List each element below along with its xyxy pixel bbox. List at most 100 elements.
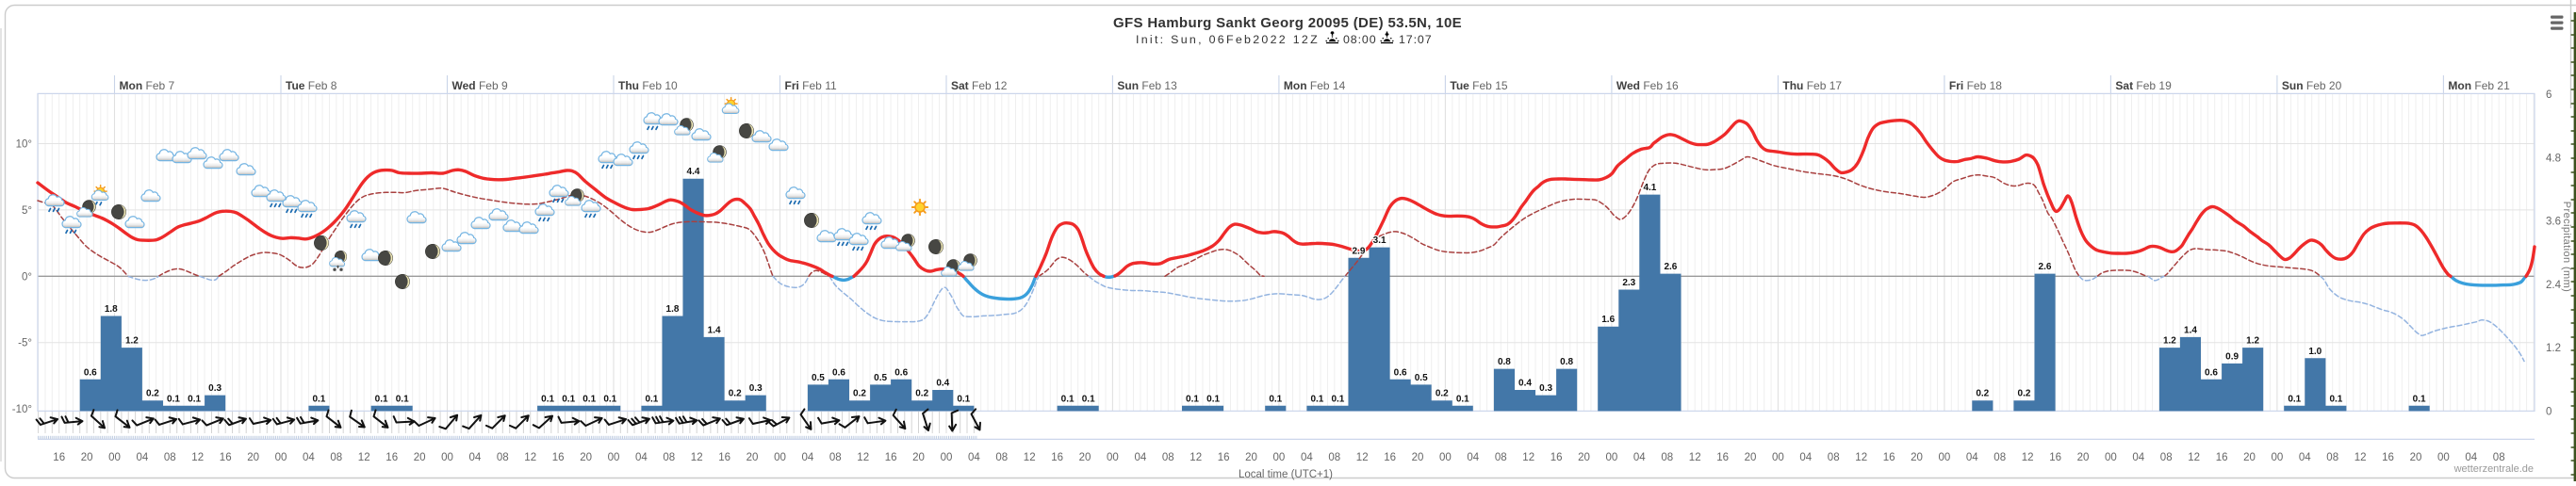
svg-text:12: 12 bbox=[2022, 452, 2034, 463]
svg-text:00: 00 bbox=[1439, 452, 1452, 463]
svg-text:08: 08 bbox=[1828, 452, 1840, 463]
svg-text:00: 00 bbox=[941, 452, 953, 463]
svg-text:20: 20 bbox=[1245, 452, 1257, 463]
svg-text:0.1: 0.1 bbox=[188, 394, 201, 404]
svg-text:08: 08 bbox=[2160, 452, 2173, 463]
svg-text:12: 12 bbox=[857, 452, 869, 463]
svg-text:0.6: 0.6 bbox=[2205, 367, 2218, 378]
svg-text:0.1: 0.1 bbox=[1310, 394, 1323, 404]
svg-text:08: 08 bbox=[497, 452, 509, 463]
svg-text:16: 16 bbox=[2049, 452, 2061, 463]
svg-text:00: 00 bbox=[1606, 452, 1618, 463]
svg-text:0.1: 0.1 bbox=[2329, 394, 2342, 404]
svg-text:20: 20 bbox=[414, 452, 426, 463]
svg-text:4.4: 4.4 bbox=[687, 167, 700, 177]
svg-text:12: 12 bbox=[524, 452, 536, 463]
svg-text:wetterzentrale.de: wetterzentrale.de bbox=[2453, 463, 2534, 475]
svg-text:12: 12 bbox=[691, 452, 703, 463]
svg-text:0.1: 0.1 bbox=[541, 394, 554, 404]
svg-text:20: 20 bbox=[81, 452, 93, 463]
svg-text:1.6: 1.6 bbox=[1601, 315, 1615, 325]
svg-text:16: 16 bbox=[53, 452, 65, 463]
svg-text:16: 16 bbox=[220, 452, 232, 463]
svg-text:0.1: 0.1 bbox=[645, 394, 658, 404]
svg-text:00: 00 bbox=[275, 452, 287, 463]
svg-text:Sun Feb 13: Sun Feb 13 bbox=[1117, 79, 1177, 92]
svg-text:Fri Feb 18: Fri Feb 18 bbox=[1949, 79, 2002, 92]
svg-text:GFS Hamburg Sankt Georg 20095: GFS Hamburg Sankt Georg 20095 (DE) 53.5N… bbox=[1113, 15, 1462, 31]
svg-text:08: 08 bbox=[330, 452, 342, 463]
svg-text:Sun Feb 20: Sun Feb 20 bbox=[2282, 79, 2342, 92]
svg-text:12: 12 bbox=[1522, 452, 1534, 463]
svg-text:5°: 5° bbox=[22, 205, 32, 217]
svg-text:0.1: 0.1 bbox=[2288, 394, 2301, 404]
svg-text:20: 20 bbox=[2410, 452, 2422, 463]
svg-text:08:00: 08:00 bbox=[1343, 33, 1377, 46]
svg-text:Sat Feb 19: Sat Feb 19 bbox=[2115, 79, 2172, 92]
svg-text:0.3: 0.3 bbox=[208, 383, 222, 394]
svg-text:08: 08 bbox=[995, 452, 1008, 463]
svg-text:0.4: 0.4 bbox=[936, 379, 949, 389]
svg-text:20: 20 bbox=[1745, 452, 1757, 463]
svg-text:Tue Feb 15: Tue Feb 15 bbox=[1450, 79, 1507, 92]
svg-text:0.5: 0.5 bbox=[1415, 373, 1428, 383]
svg-text:16: 16 bbox=[1218, 452, 1230, 463]
svg-text:4.1: 4.1 bbox=[1643, 183, 1656, 193]
svg-text:20: 20 bbox=[2077, 452, 2090, 463]
svg-text:0.1: 0.1 bbox=[1206, 394, 1220, 404]
svg-text:0.1: 0.1 bbox=[603, 394, 616, 404]
svg-text:20: 20 bbox=[912, 452, 925, 463]
svg-text:04: 04 bbox=[1301, 452, 1313, 463]
svg-text:Fri Feb 11: Fri Feb 11 bbox=[785, 79, 837, 92]
svg-text:2.6: 2.6 bbox=[2039, 262, 2052, 272]
svg-text:0.6: 0.6 bbox=[84, 367, 97, 378]
svg-text:1.0: 1.0 bbox=[2308, 347, 2322, 357]
svg-text:0.6: 0.6 bbox=[832, 367, 845, 378]
svg-text:04: 04 bbox=[635, 452, 648, 463]
svg-text:0.1: 0.1 bbox=[1186, 394, 1199, 404]
svg-text:00: 00 bbox=[1273, 452, 1286, 463]
svg-text:08: 08 bbox=[829, 452, 842, 463]
svg-text:1.2: 1.2 bbox=[2546, 343, 2561, 354]
svg-text:12: 12 bbox=[191, 452, 204, 463]
svg-text:0.3: 0.3 bbox=[749, 383, 763, 394]
svg-text:3.6: 3.6 bbox=[2546, 217, 2561, 228]
svg-text:Precipitation (mm): Precipitation (mm) bbox=[2561, 202, 2572, 292]
svg-text:0.2: 0.2 bbox=[1436, 389, 1449, 399]
svg-text:0.5: 0.5 bbox=[874, 373, 887, 383]
svg-text:16: 16 bbox=[885, 452, 897, 463]
svg-text:2.3: 2.3 bbox=[1622, 278, 1635, 288]
svg-text:16: 16 bbox=[1551, 452, 1563, 463]
svg-text:16: 16 bbox=[1384, 452, 1396, 463]
svg-text:00: 00 bbox=[108, 452, 121, 463]
svg-text:3.1: 3.1 bbox=[1373, 235, 1386, 246]
svg-text:Local time (UTC+1): Local time (UTC+1) bbox=[1239, 469, 1333, 480]
svg-text:0.1: 0.1 bbox=[396, 394, 409, 404]
svg-text:20: 20 bbox=[747, 452, 759, 463]
svg-text:00: 00 bbox=[774, 452, 786, 463]
svg-text:1.8: 1.8 bbox=[666, 304, 680, 315]
svg-text:08: 08 bbox=[1328, 452, 1340, 463]
svg-text:0.2: 0.2 bbox=[2018, 389, 2031, 399]
svg-text:0.2: 0.2 bbox=[1976, 389, 1989, 399]
svg-text:0: 0 bbox=[2546, 406, 2551, 417]
svg-text:04: 04 bbox=[137, 452, 149, 463]
svg-text:16: 16 bbox=[2382, 452, 2394, 463]
svg-text:20: 20 bbox=[1412, 452, 1424, 463]
svg-text:04: 04 bbox=[1799, 452, 1812, 463]
svg-text:0.1: 0.1 bbox=[582, 394, 596, 404]
svg-text:04: 04 bbox=[303, 452, 315, 463]
svg-text:0.4: 0.4 bbox=[1518, 379, 1532, 389]
svg-text:6: 6 bbox=[2546, 89, 2551, 101]
svg-text:08: 08 bbox=[164, 452, 176, 463]
svg-text:04: 04 bbox=[1135, 452, 1147, 463]
svg-text:0.1: 0.1 bbox=[167, 394, 180, 404]
svg-text:Thu Feb 10: Thu Feb 10 bbox=[618, 79, 678, 92]
svg-text:04: 04 bbox=[469, 452, 482, 463]
svg-text:0.1: 0.1 bbox=[562, 394, 575, 404]
svg-text:Thu Feb 17: Thu Feb 17 bbox=[1782, 79, 1842, 92]
svg-text:1.4: 1.4 bbox=[708, 325, 721, 335]
svg-text:04: 04 bbox=[2299, 452, 2311, 463]
svg-text:20: 20 bbox=[1911, 452, 1923, 463]
svg-text:0.1: 0.1 bbox=[1269, 394, 1282, 404]
